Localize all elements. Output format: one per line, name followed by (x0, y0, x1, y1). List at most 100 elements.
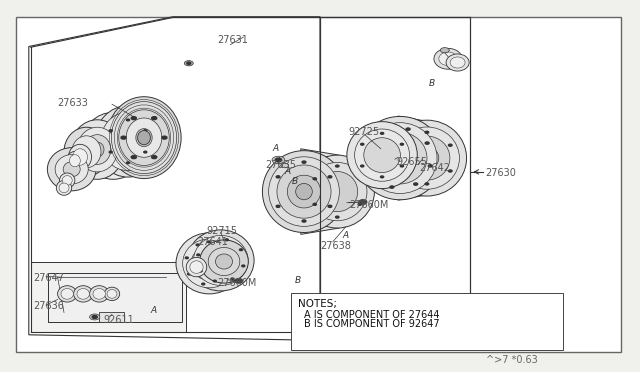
Text: 27630: 27630 (485, 168, 516, 178)
Circle shape (272, 156, 285, 164)
Text: 27641: 27641 (197, 237, 228, 247)
Circle shape (276, 176, 280, 178)
Ellipse shape (182, 239, 236, 288)
Polygon shape (301, 149, 339, 234)
Circle shape (121, 136, 126, 139)
Circle shape (213, 280, 216, 282)
Circle shape (413, 183, 418, 185)
Text: B: B (291, 177, 298, 186)
Circle shape (199, 270, 202, 272)
Circle shape (90, 314, 100, 320)
Circle shape (313, 203, 316, 205)
Ellipse shape (111, 102, 177, 174)
Ellipse shape (387, 120, 467, 196)
Circle shape (231, 278, 234, 280)
Ellipse shape (394, 127, 460, 189)
Circle shape (187, 62, 191, 64)
Circle shape (242, 265, 244, 267)
Circle shape (358, 178, 362, 180)
Ellipse shape (176, 233, 243, 294)
Text: 27660M: 27660M (349, 201, 388, 210)
Circle shape (368, 149, 372, 151)
Text: 92655: 92655 (397, 157, 428, 167)
Ellipse shape (200, 240, 248, 283)
Text: 27636: 27636 (33, 301, 64, 311)
Ellipse shape (190, 261, 203, 273)
Ellipse shape (47, 148, 96, 191)
Ellipse shape (383, 142, 417, 174)
Circle shape (281, 163, 289, 168)
Polygon shape (48, 273, 182, 322)
Ellipse shape (61, 289, 74, 299)
Ellipse shape (356, 116, 444, 200)
Circle shape (425, 183, 429, 185)
Circle shape (313, 178, 316, 180)
Ellipse shape (63, 162, 80, 177)
Ellipse shape (208, 247, 240, 276)
Circle shape (361, 143, 364, 145)
Text: B IS COMPONENT OF 92647: B IS COMPONENT OF 92647 (304, 319, 440, 329)
Circle shape (302, 220, 306, 222)
Ellipse shape (450, 57, 465, 68)
Ellipse shape (58, 286, 77, 302)
Text: A: A (285, 167, 291, 176)
Circle shape (302, 161, 306, 163)
Text: 92611: 92611 (104, 315, 134, 325)
FancyBboxPatch shape (291, 293, 563, 350)
Polygon shape (31, 262, 186, 332)
Circle shape (449, 144, 452, 146)
Ellipse shape (55, 155, 88, 184)
Circle shape (449, 170, 452, 172)
Ellipse shape (93, 289, 106, 299)
Circle shape (361, 165, 364, 167)
Ellipse shape (74, 286, 93, 302)
Circle shape (402, 144, 405, 146)
Ellipse shape (434, 48, 462, 69)
Ellipse shape (107, 289, 117, 298)
Text: A IS COMPONENT OF 27644: A IS COMPONENT OF 27644 (304, 310, 440, 320)
Circle shape (328, 205, 332, 208)
Circle shape (276, 205, 280, 208)
Circle shape (92, 315, 97, 318)
Text: 27638: 27638 (320, 241, 351, 250)
Ellipse shape (136, 129, 152, 147)
Text: A: A (272, 144, 278, 153)
Circle shape (197, 254, 200, 256)
Ellipse shape (72, 136, 101, 168)
Ellipse shape (67, 151, 83, 170)
Ellipse shape (96, 127, 131, 164)
Ellipse shape (81, 112, 145, 179)
Text: NOTES;: NOTES; (298, 299, 337, 310)
Text: 92715: 92715 (206, 226, 237, 235)
Ellipse shape (317, 171, 358, 212)
Ellipse shape (296, 183, 312, 200)
Ellipse shape (126, 118, 162, 157)
Ellipse shape (364, 138, 401, 173)
Text: A: A (150, 306, 157, 315)
Ellipse shape (373, 132, 427, 184)
Text: 27642: 27642 (419, 163, 450, 173)
Ellipse shape (404, 136, 450, 180)
Circle shape (335, 216, 339, 218)
Text: 27631: 27631 (218, 35, 248, 45)
Circle shape (188, 273, 191, 275)
Ellipse shape (119, 110, 169, 166)
Ellipse shape (262, 151, 346, 232)
Ellipse shape (107, 97, 181, 179)
Ellipse shape (90, 286, 109, 302)
Ellipse shape (84, 135, 111, 164)
Circle shape (381, 132, 383, 134)
Circle shape (152, 117, 157, 120)
Circle shape (109, 151, 112, 153)
Ellipse shape (77, 289, 90, 299)
Ellipse shape (277, 165, 331, 218)
Circle shape (400, 143, 403, 145)
Ellipse shape (186, 257, 207, 277)
Circle shape (144, 130, 147, 132)
Ellipse shape (91, 142, 104, 157)
Circle shape (400, 165, 403, 167)
Ellipse shape (308, 163, 367, 221)
Text: 92725: 92725 (349, 127, 380, 137)
Ellipse shape (211, 251, 231, 270)
Ellipse shape (100, 112, 156, 171)
